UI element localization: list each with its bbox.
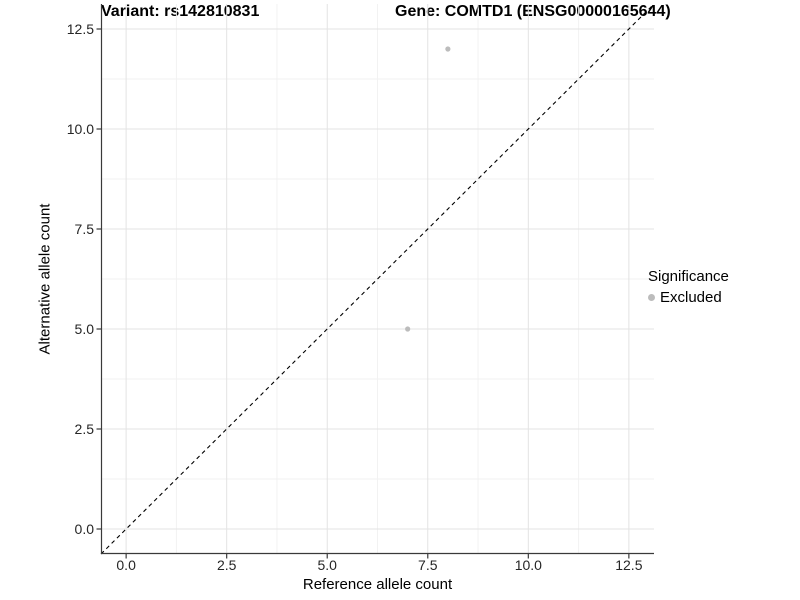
y-tick-label: 2.5: [74, 421, 94, 437]
x-tick-label: 10.0: [514, 557, 542, 573]
x-tick-label: 2.5: [216, 557, 237, 573]
plot-title-gene: Gene: COMTD1 (ENSG00000165644): [395, 3, 671, 20]
legend-item-label: Excluded: [660, 289, 722, 306]
legend-item-excluded: Excluded: [648, 289, 729, 306]
x-tick-label: 5.0: [317, 557, 337, 573]
y-axis-title: Alternative allele count: [36, 203, 54, 355]
legend-title: Significance: [648, 268, 729, 285]
legend: Significance Excluded: [648, 268, 729, 306]
data-point-excluded: [445, 46, 451, 52]
x-tick-label: 12.5: [615, 557, 643, 573]
plot-panel: [96, 3, 655, 559]
y-tick-label: 0.0: [74, 521, 94, 537]
data-point-excluded: [405, 326, 411, 332]
y-tick-label: 7.5: [74, 221, 94, 237]
x-axis-title: Reference allele count: [302, 576, 453, 593]
y-tick-label: 10.0: [66, 121, 94, 137]
y-tick-label: 5.0: [74, 321, 94, 337]
identity-line: [100, 3, 655, 555]
legend-key-dot-icon: [648, 294, 655, 301]
x-tick-label: 0.0: [116, 557, 136, 573]
plot-canvas: [96, 3, 655, 559]
x-tick-label: 7.5: [418, 557, 438, 573]
y-tick-label: 12.5: [66, 21, 94, 37]
plot-title-variant: Variant: rs142810831: [101, 3, 260, 20]
